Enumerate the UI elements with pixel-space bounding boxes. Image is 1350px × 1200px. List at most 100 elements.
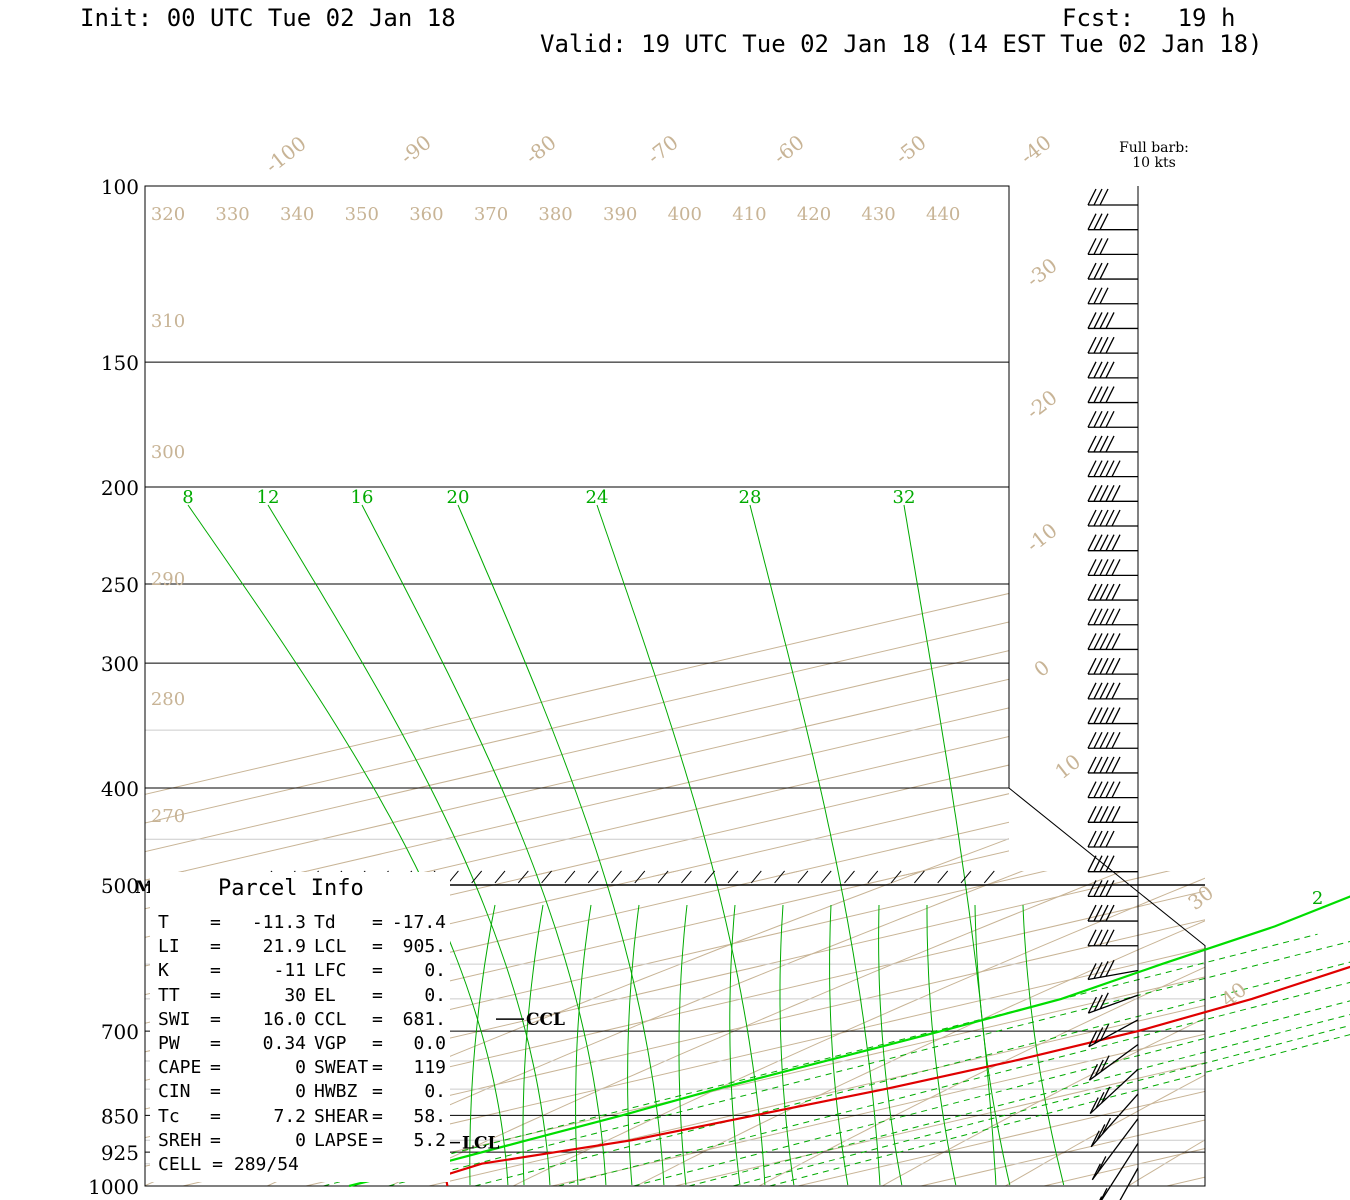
isotherm-line <box>675 186 1350 1186</box>
tick-hatch <box>704 870 716 884</box>
parcel-value: 58. <box>413 1105 446 1127</box>
pressure-label: 250 <box>101 573 139 597</box>
parcel-key: PW <box>158 1033 180 1054</box>
pressure-label: 925 <box>101 1141 139 1165</box>
isotherm-label: -90 <box>396 130 436 169</box>
parcel-eq: = <box>372 1129 383 1151</box>
isotherm-line <box>145 650 1009 853</box>
pressure-label: 850 <box>101 1104 139 1128</box>
isotherm-label: 0 <box>1029 655 1054 682</box>
parcel-key: LAPSE <box>314 1129 369 1151</box>
tick-hatch <box>914 870 925 884</box>
parcel-eq: = <box>210 936 221 958</box>
dry-adiabat-label: 380 <box>538 204 572 225</box>
moist-adiabat-line <box>829 904 849 1186</box>
dry-adiabat-line <box>1128 186 1350 1186</box>
dry-adiabat-label: 270 <box>151 806 185 827</box>
wind-barb <box>1087 583 1138 601</box>
dry-adiabat-label: 280 <box>151 689 185 710</box>
tick-hatch <box>681 870 692 884</box>
isotherm-line <box>145 871 1171 1110</box>
temperature-profile-line <box>444 965 1350 1187</box>
tick-hatch <box>890 870 902 884</box>
parcel-eq: = <box>210 960 221 982</box>
tick-hatch <box>797 870 809 884</box>
moist-adiabat-curve <box>361 504 607 1186</box>
isotherm-line <box>145 890 1205 1139</box>
tick-hatch <box>937 870 949 884</box>
wind-barb <box>1087 213 1138 231</box>
moist-adiabat-curve <box>187 504 509 1186</box>
parcel-info-panel: Parcel Info T = -11.3 Td = -17.4 LI = 21.9 LCL = 90… <box>150 872 450 1182</box>
dry-adiabat-label: 330 <box>215 204 249 225</box>
parcel-value: 0. <box>424 1081 446 1103</box>
wind-barb <box>1087 188 1138 206</box>
wind-barb <box>1087 312 1138 330</box>
parcel-eq: = <box>372 1008 383 1030</box>
parcel-value: 681. <box>402 1008 446 1030</box>
wind-barb <box>1087 485 1138 502</box>
isotherm-line <box>145 621 1009 824</box>
moist-adiabat-line <box>779 904 795 1186</box>
parcel-value: 7.2 <box>273 1105 306 1127</box>
parcel-key: T <box>158 912 169 933</box>
wind-barb <box>1087 410 1138 428</box>
pressure-label: 400 <box>101 777 139 801</box>
isotherm-label: -80 <box>521 130 561 169</box>
moist-adiabat-curve <box>903 504 997 1186</box>
parcel-value: 0. <box>424 984 446 1006</box>
isotherm-label: -70 <box>643 130 683 169</box>
parcel-eq: = <box>210 1105 221 1127</box>
tick-hatch <box>471 870 483 884</box>
isotherm-label: -10 <box>1022 518 1062 557</box>
isotherm-line <box>182 947 1205 1186</box>
parcel-key: K <box>158 960 169 982</box>
parcel-value: 16.0 <box>262 1008 306 1030</box>
dry-adiabat-label: 320 <box>151 204 185 225</box>
isotherm-label: -30 <box>1022 253 1062 292</box>
isotherm-line <box>1167 186 1350 1186</box>
parcel-value: 21.9 <box>262 936 306 958</box>
isotherm-label: -60 <box>769 130 809 169</box>
tick-hatch <box>564 870 576 884</box>
tick-hatch <box>820 870 832 884</box>
parcel-key: LCL <box>314 936 347 958</box>
tick-hatch <box>983 870 995 884</box>
mixing-ratio-line <box>388 940 1350 1187</box>
barb-legend-line1: Full barb: <box>1119 140 1189 156</box>
wind-barb <box>1087 509 1138 527</box>
wind-barb <box>1088 1019 1139 1048</box>
valid-time: Valid: 19 UTC Tue 02 Jan 18 (14 EST Tue … <box>540 30 1263 58</box>
dry-adiabat-label: 370 <box>474 204 508 225</box>
wind-barb <box>1087 336 1138 354</box>
dry-adiabat-label: 300 <box>151 442 185 463</box>
parcel-eq: = <box>210 1057 221 1079</box>
init-time: Init: 00 UTC Tue 02 Jan 18 <box>80 4 456 32</box>
wind-barb <box>1119 1167 1139 1200</box>
pressure-label: 100 <box>101 175 139 199</box>
tick-hatch <box>844 870 855 884</box>
parcel-value: 0. <box>424 960 446 982</box>
dry-adiabat-line <box>390 186 1350 1186</box>
wind-barb <box>1087 633 1138 651</box>
parcel-key: CELL = 289/54 <box>158 1154 299 1175</box>
wind-barb <box>1087 460 1138 478</box>
isotherm-line <box>145 919 1205 1167</box>
wind-barb <box>1087 929 1138 947</box>
isotherm-label: 10 <box>1050 749 1085 784</box>
pressure-label: 300 <box>101 652 139 676</box>
isotherm-line <box>920 1119 1205 1186</box>
isotherm-line <box>305 976 1205 1186</box>
dry-adiabat-line <box>513 877 1205 1186</box>
pressure-label: 150 <box>101 351 139 375</box>
dry-adiabat-label: 410 <box>732 204 766 225</box>
wind-barb <box>1087 608 1138 626</box>
tick-hatch <box>750 870 762 884</box>
parcel-eq: = <box>372 912 383 933</box>
wind-barb <box>1087 262 1138 280</box>
wind-barb <box>1099 1142 1139 1200</box>
mixing-ratio-line <box>688 1014 1350 1187</box>
mixing-ratio-line <box>323 933 1318 1187</box>
moist-adiabat-label: 28 <box>739 487 762 508</box>
tick-hatch <box>634 870 646 884</box>
